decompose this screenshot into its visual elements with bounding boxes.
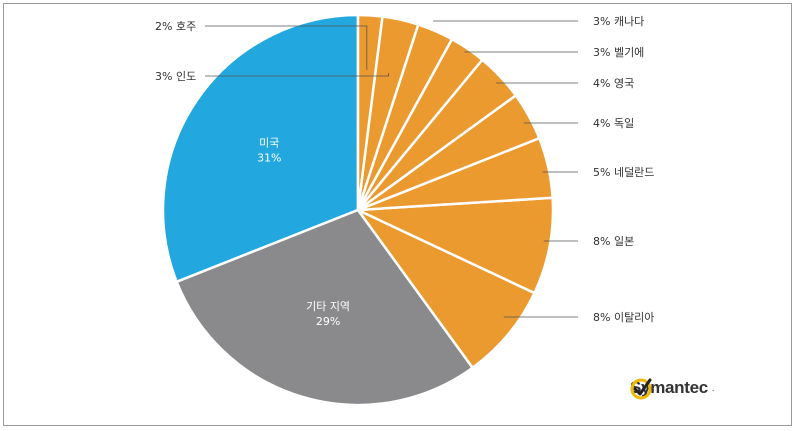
pie-slice [356,208,537,370]
slice-callout-label: 4% 독일 [593,116,634,130]
slice-callout-label: 3% 인도 [155,70,196,83]
slice-label-value: 31% [257,152,281,165]
checkmark-logo-icon [630,378,652,400]
pie-slice [175,208,475,407]
slice-callout-label: 3% 캐나다 [593,15,644,28]
pie-slice [357,196,555,295]
slice-label-value: 29% [316,315,340,328]
slice-callout-label: 2% 호주 [155,20,196,33]
slice-label-name: 기타 지역 [306,300,350,313]
slice-callout-label: 5% 네덜란드 [593,166,654,179]
slice-label-name: 미국 [259,137,279,150]
pie-slice [161,13,360,284]
slice-callout-label: 3% 벨기에 [593,46,644,59]
slice-callout-label: 8% 이탈리아 [593,311,654,324]
leader-line [205,72,390,77]
slice-callout-label: 8% 일본 [593,234,634,248]
leader-lines [205,20,578,318]
slice-labels: 미국 31% 기타 지역 29% 8% 이탈리아 8% 일본 5% 네덜란드 4% 독일 4% … [155,15,654,328]
slice-callout-label: 4% 영국 [593,77,634,90]
brand-suffix: . [711,383,715,393]
symantec-logo: Symantec. [630,378,715,400]
leader-line [205,25,368,70]
pie-slices [161,13,555,407]
pie-slice [356,13,384,211]
